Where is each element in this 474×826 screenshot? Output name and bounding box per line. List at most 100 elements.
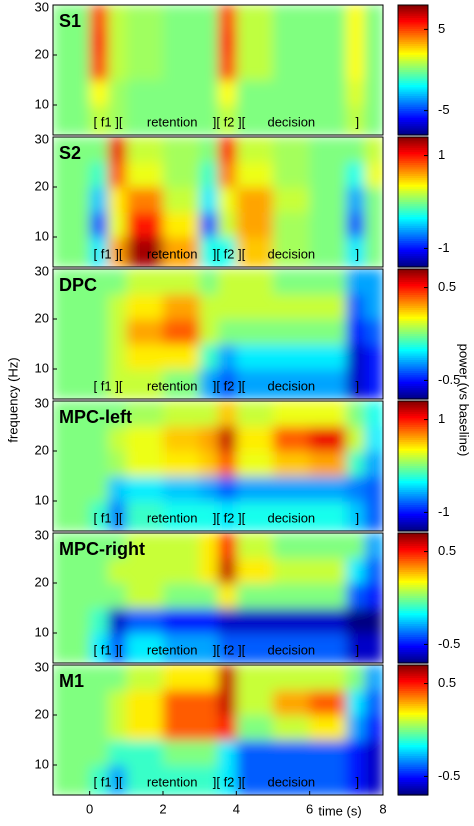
colorbar-tick-label: -1 (438, 240, 450, 255)
heatmap-cell (236, 187, 274, 213)
heatmap-cell (346, 740, 366, 766)
heatmap-cell (108, 533, 127, 559)
heatmap-cell (364, 162, 383, 188)
heatmap-cell (108, 212, 127, 238)
heatmap-cell (126, 30, 164, 56)
heatmap-cell (199, 30, 219, 56)
x-axis-label: time (s) (318, 803, 361, 818)
heatmap-cell (163, 294, 201, 320)
heatmap-cell (309, 665, 347, 691)
heatmap-cell (53, 294, 91, 320)
heatmap-cell (218, 80, 237, 106)
colorbar (398, 5, 428, 136)
heatmap-cell (108, 665, 127, 691)
heatmap-cell (309, 476, 347, 502)
heatmap-cell (346, 369, 366, 399)
colorbar-tick-label: 0.5 (438, 675, 456, 690)
heatmap-cell (53, 369, 91, 399)
y-tick-label: 20 (35, 574, 49, 589)
heatmap-cell (89, 583, 109, 609)
heatmap-cell (218, 533, 237, 559)
heatmap-cell (236, 633, 274, 663)
heatmap-cell (53, 633, 91, 663)
heatmap-cell (126, 665, 164, 691)
heatmap-cell (89, 426, 109, 452)
heatmap-cell (309, 401, 347, 427)
heatmap-cell (53, 426, 91, 452)
heatmap-cell (364, 319, 383, 345)
heatmap-cell (273, 608, 311, 634)
heatmap-cell (199, 740, 219, 766)
heatmap-cell (273, 105, 311, 135)
y-tick-label: 20 (35, 178, 49, 193)
heatmap-cell (126, 269, 164, 295)
heatmap-cell (53, 558, 91, 584)
heatmap-cell (199, 401, 219, 427)
heatmap-cell (364, 608, 383, 634)
heatmap-cell (89, 80, 109, 106)
heatmap-cell (309, 187, 347, 213)
heatmap-cell (218, 501, 237, 531)
heatmap-cell (364, 369, 383, 399)
heatmap-cell (163, 212, 201, 238)
heatmap-cell (199, 344, 219, 370)
heatmap-cell (273, 583, 311, 609)
heatmap-cell (126, 237, 164, 267)
heatmap-cell (89, 269, 109, 295)
heatmap-cell (364, 5, 383, 31)
heatmap-cell (163, 476, 201, 502)
heatmap-panel (53, 5, 383, 135)
heatmap-cell (218, 740, 237, 766)
heatmap-cell (199, 608, 219, 634)
heatmap-cell (309, 690, 347, 716)
heatmap-cell (309, 765, 347, 795)
epoch-annotation: [ f1 ][ (94, 642, 123, 657)
heatmap-cell (273, 319, 311, 345)
heatmap-cell (236, 212, 274, 238)
heatmap-cell (163, 451, 201, 477)
epoch-annotation: [ f1 ][ (94, 114, 123, 129)
heatmap-cell (364, 137, 383, 163)
heatmap-cell (236, 105, 274, 135)
heatmap-cell (309, 740, 347, 766)
heatmap-cell (218, 55, 237, 81)
heatmap-cell (236, 665, 274, 691)
heatmap-cell (163, 162, 201, 188)
heatmap-cell (346, 80, 366, 106)
heatmap-cell (108, 558, 127, 584)
heatmap-cell (364, 533, 383, 559)
epoch-annotation: ][ f2 ][ (213, 114, 246, 129)
heatmap-cell (346, 426, 366, 452)
heatmap-panel (53, 665, 383, 795)
panel-frame (52, 136, 384, 268)
panel-frame (52, 400, 384, 532)
heatmap-cells (53, 665, 383, 795)
y-tick-label: 10 (35, 360, 49, 375)
heatmap-cell (199, 426, 219, 452)
heatmap-cell (218, 583, 237, 609)
heatmap-cell (346, 30, 366, 56)
heatmap-cell (346, 105, 366, 135)
heatmap-cell (199, 369, 219, 399)
heatmap-cell (126, 55, 164, 81)
heatmap-cell (218, 237, 237, 267)
heatmap-cell (108, 294, 127, 320)
heatmap-cell (199, 80, 219, 106)
heatmap-cell (346, 533, 366, 559)
heatmap-cell (163, 715, 201, 741)
heatmap-cell (199, 294, 219, 320)
epoch-annotation: ] (356, 378, 360, 393)
heatmap-cell (346, 665, 366, 691)
epoch-annotation: [ f1 ][ (94, 774, 123, 789)
heatmap-cell (163, 740, 201, 766)
heatmap-cell (89, 765, 109, 795)
colorbar (398, 533, 428, 664)
heatmap-cell (126, 5, 164, 31)
heatmap-cell (89, 558, 109, 584)
heatmap-cell (309, 344, 347, 370)
heatmap-cell (218, 162, 237, 188)
heatmap-cell (126, 608, 164, 634)
y-tick-label: 30 (35, 131, 49, 146)
heatmap-cell (236, 690, 274, 716)
heatmap-cells (53, 269, 383, 399)
